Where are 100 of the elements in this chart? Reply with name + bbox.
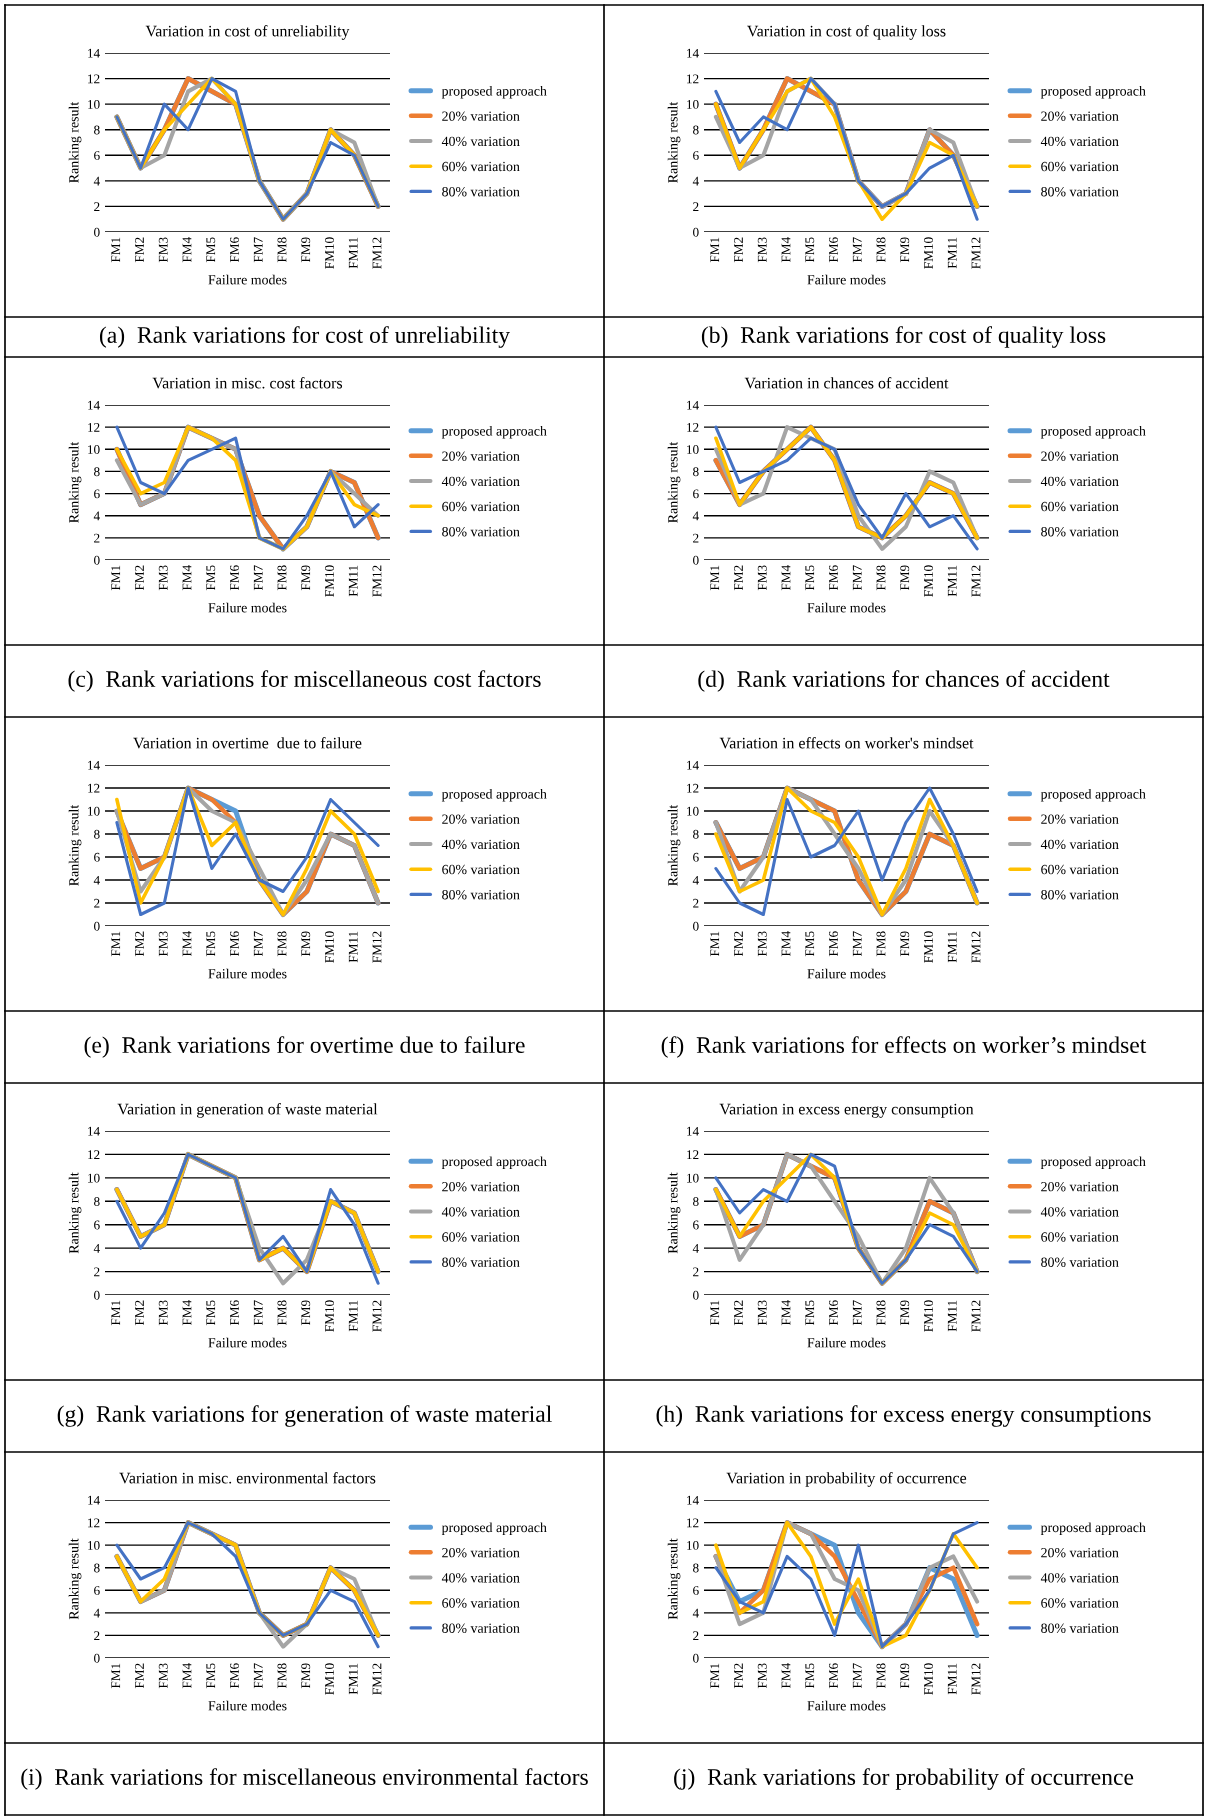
- legend-label: 20% variation: [1041, 451, 1119, 461]
- y-tick-label: 10: [687, 99, 699, 109]
- text: (a) Rank variations for cost of unreliability: [99, 326, 510, 348]
- y-tick-label: 10: [687, 1540, 699, 1550]
- legend-label: 60% variation: [1041, 501, 1119, 512]
- x-tick-label: FM8: [277, 931, 287, 957]
- legend-label: 20% variation: [442, 111, 520, 121]
- x-tick-label: FM11: [348, 1300, 358, 1332]
- x-tick-label: FM7: [253, 1663, 263, 1689]
- x-tick-label: FM3: [158, 565, 168, 591]
- x-tick-label: FM8: [277, 1300, 287, 1326]
- y-tick-label: 0: [94, 227, 100, 237]
- y-axis-title: Ranking result: [68, 1538, 82, 1620]
- x-tick-label: FM6: [230, 237, 239, 263]
- text: (j) Rank variations for probability of occurrence: [674, 1768, 1134, 1790]
- legend-label: 40% variation: [1040, 136, 1119, 147]
- legend-label: 20% variation: [442, 814, 520, 824]
- y-tick-label: 10: [88, 1173, 100, 1183]
- text: (h) Rank variations for excess energy consumptions: [656, 1405, 1151, 1427]
- x-tick-label: FM10: [325, 931, 334, 963]
- x-tick-label: FM7: [852, 931, 862, 957]
- legend-label: proposed approach: [441, 425, 547, 439]
- chart-title: Variation in effects on worker's mindset: [719, 737, 974, 749]
- x-tick-label: FM12: [372, 1300, 382, 1332]
- x-tick-label: FM11: [947, 931, 957, 963]
- x-tick-label: FM10: [325, 565, 334, 597]
- x-tick-label: FM4: [781, 931, 791, 957]
- x-tick-label: FM1: [710, 1300, 720, 1326]
- y-tick-label: 6: [94, 1586, 100, 1595]
- y-axis-title: Ranking result: [667, 804, 681, 886]
- x-axis-title: Failure modes: [807, 1337, 886, 1348]
- x-tick-label: FM6: [829, 1300, 838, 1326]
- y-tick-label: 2: [94, 202, 100, 212]
- x-tick-label: FM9: [900, 1663, 910, 1689]
- chart-title: Variation in cost of quality loss: [747, 25, 946, 40]
- x-tick-label: FM8: [277, 237, 287, 263]
- y-tick-label: 4: [93, 176, 100, 186]
- y-tick-label: 8: [693, 829, 699, 839]
- x-tick-label: FM12: [971, 1663, 981, 1695]
- text: (c) Rank variations for miscellaneous cost factors: [68, 670, 541, 692]
- x-axis-title: Failure modes: [807, 1700, 886, 1711]
- x-tick-label: FM5: [206, 565, 216, 591]
- x-tick-label: FM11: [348, 931, 358, 963]
- legend-label: 80% variation: [442, 187, 520, 197]
- legend-label: 80% variation: [442, 1623, 520, 1633]
- chart-title: Variation in misc. cost factors: [152, 377, 343, 389]
- x-axis-title: Failure modes: [208, 1337, 287, 1348]
- y-tick-label: 14: [687, 48, 699, 58]
- x-tick-label: FM3: [158, 1300, 168, 1326]
- x-tick-label: FM11: [947, 1663, 957, 1695]
- x-tick-label: FM1: [111, 1663, 121, 1689]
- y-axis-title: Ranking result: [68, 101, 82, 183]
- y-tick-label: 12: [88, 1150, 100, 1160]
- x-tick-label: FM4: [781, 237, 791, 263]
- y-tick-label: 10: [88, 806, 100, 816]
- legend-label: proposed approach: [1040, 788, 1146, 802]
- x-tick-label: FM12: [372, 1663, 382, 1695]
- y-tick-label: 12: [687, 783, 699, 793]
- legend-label: proposed approach: [441, 1156, 547, 1169]
- x-tick-label: FM7: [253, 931, 263, 957]
- x-tick-label: FM2: [734, 931, 743, 957]
- x-tick-label: FM7: [852, 565, 862, 591]
- x-tick-label: FM9: [301, 1663, 311, 1689]
- x-tick-label: FM11: [947, 237, 957, 269]
- x-tick-label: FM3: [757, 931, 767, 957]
- legend-label: 40% variation: [441, 1207, 520, 1217]
- x-tick-label: FM5: [805, 1300, 815, 1326]
- x-tick-label: FM12: [971, 565, 981, 597]
- y-tick-label: 8: [693, 125, 699, 135]
- y-tick-label: 10: [687, 806, 699, 816]
- y-axis-title: Ranking result: [68, 804, 82, 886]
- legend-label: 80% variation: [442, 890, 520, 900]
- y-tick-label: 0: [693, 921, 699, 931]
- x-tick-label: FM2: [734, 1663, 743, 1689]
- legend-label: 40% variation: [1040, 1207, 1119, 1217]
- legend-label: 20% variation: [1041, 1547, 1119, 1558]
- x-tick-label: FM6: [829, 1663, 838, 1689]
- y-tick-label: 8: [693, 1563, 699, 1573]
- y-tick-label: 6: [693, 151, 699, 160]
- y-tick-label: 2: [693, 898, 699, 908]
- x-tick-label: FM1: [111, 565, 121, 591]
- x-tick-label: FM6: [230, 931, 239, 957]
- chart-title: Variation in overtime due to failure: [133, 737, 362, 749]
- y-tick-label: 12: [687, 422, 699, 432]
- x-tick-label: FM9: [301, 1300, 311, 1326]
- y-tick-label: 8: [94, 125, 100, 135]
- x-tick-label: FM7: [852, 237, 862, 263]
- y-tick-label: 10: [88, 1540, 100, 1550]
- y-axis-title: Ranking result: [667, 1172, 681, 1254]
- x-tick-label: FM1: [710, 237, 720, 263]
- y-tick-label: 4: [692, 511, 699, 521]
- x-tick-label: FM2: [135, 931, 144, 957]
- legend-label: 40% variation: [441, 476, 520, 487]
- x-tick-label: FM3: [757, 1300, 767, 1326]
- legend-label: 60% variation: [442, 864, 520, 875]
- x-tick-label: FM12: [372, 565, 382, 597]
- y-tick-label: 12: [687, 1150, 699, 1160]
- chart-title: Variation in generation of waste material: [117, 1103, 378, 1118]
- x-tick-label: FM7: [253, 1300, 263, 1326]
- legend-label: 80% variation: [1041, 1623, 1119, 1633]
